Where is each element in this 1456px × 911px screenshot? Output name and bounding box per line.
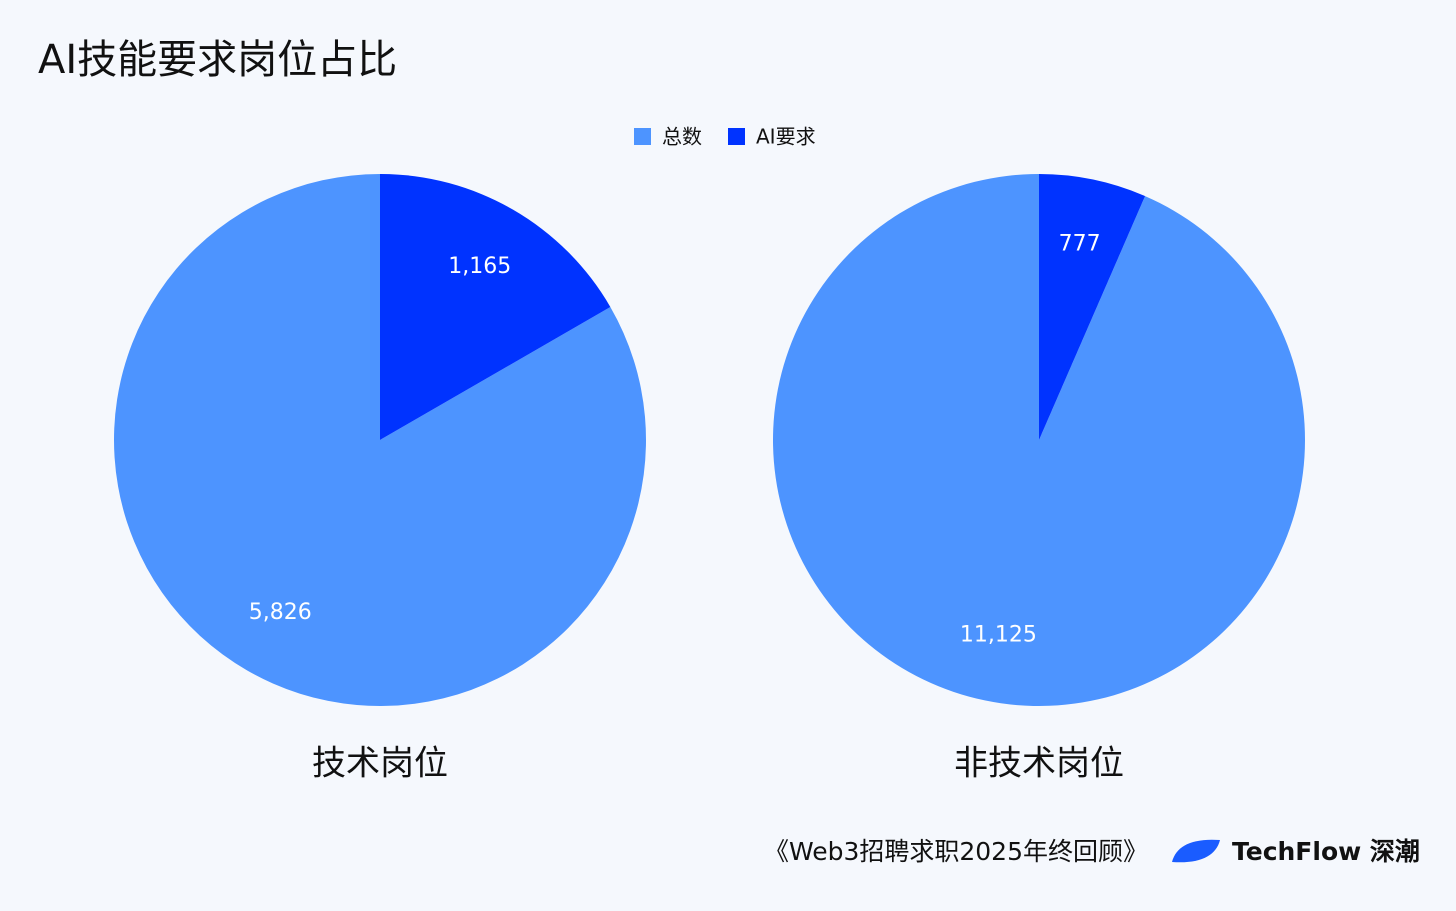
legend-swatch [634, 128, 651, 145]
chart-title: AI技能要求岗位占比 [38, 37, 397, 83]
value-label: 11,125 [960, 622, 1037, 647]
pie-caption: 非技术岗位 [954, 744, 1124, 784]
pie-slice [114, 174, 647, 706]
legend-label: 总数 [662, 125, 702, 149]
value-label: 777 [1059, 232, 1101, 257]
pie-caption: 技术岗位 [312, 744, 448, 784]
value-label: 1,165 [448, 254, 511, 279]
pie-slice [772, 174, 1305, 707]
value-label: 5,826 [249, 600, 312, 625]
brand-text: TechFlow 深潮 [1232, 837, 1420, 866]
brand-logo [1172, 839, 1220, 863]
pie-slice [380, 174, 611, 440]
source-text: 《Web3招聘求职2025年终回顾》 [764, 837, 1148, 866]
legend-swatch [728, 128, 745, 145]
legend-label: AI要求 [756, 125, 816, 149]
pie-slice [1039, 174, 1146, 440]
